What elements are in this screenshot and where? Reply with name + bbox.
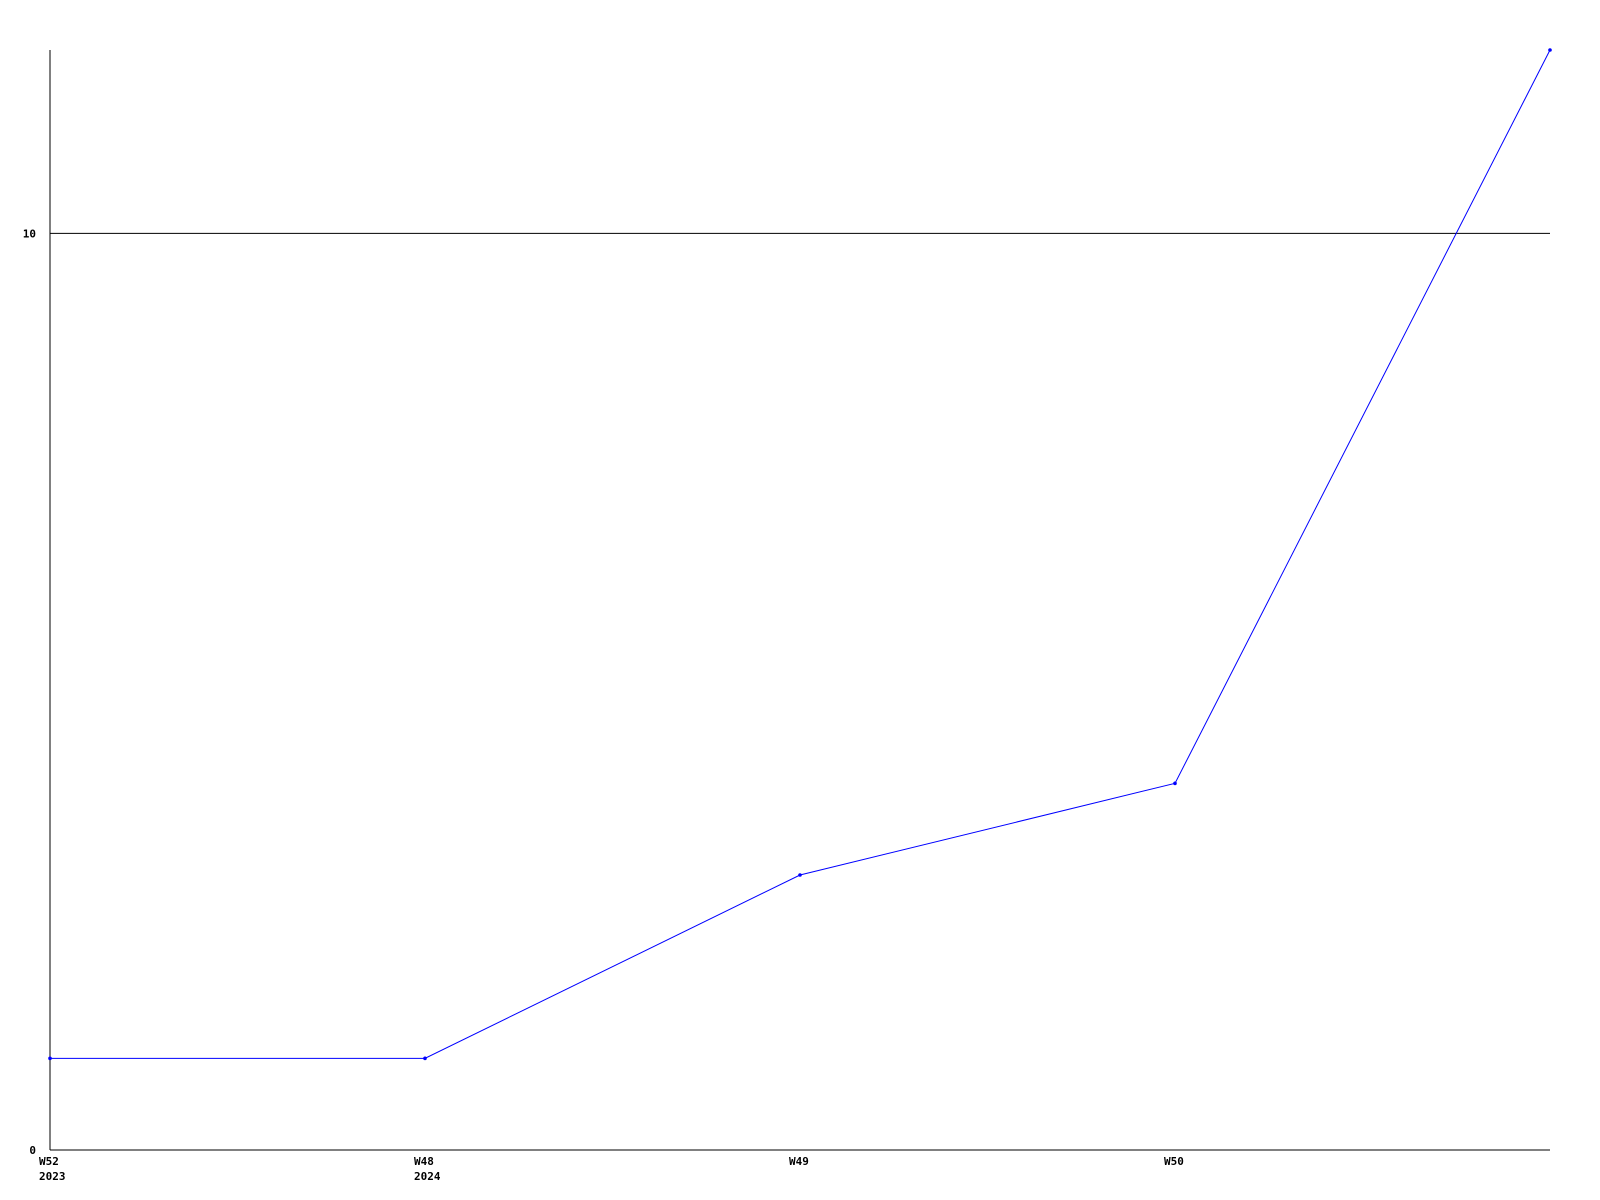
x-tick-label: W52 [39,1155,59,1168]
x-tick-year-label: 2023 [39,1170,66,1183]
data-point [423,1056,427,1061]
y-tick-labels: 0 10 [23,227,36,1157]
x-tick-label: W50 [1164,1155,1184,1168]
x-tick-year-label: 2024 [414,1170,441,1183]
series-group [48,48,1552,1061]
series-line [50,49,1551,1059]
x-tick-labels: W52 2023 W48 2024 W49 W50 [39,1155,1184,1183]
data-point [48,1056,52,1061]
x-tick-label: W48 [414,1155,434,1168]
data-point [1173,781,1177,786]
data-point [1548,48,1552,52]
data-point [798,873,802,877]
x-tick-label: W49 [789,1155,809,1168]
y-tick-label: 10 [23,227,36,240]
y-tick-label: 0 [29,1144,36,1157]
